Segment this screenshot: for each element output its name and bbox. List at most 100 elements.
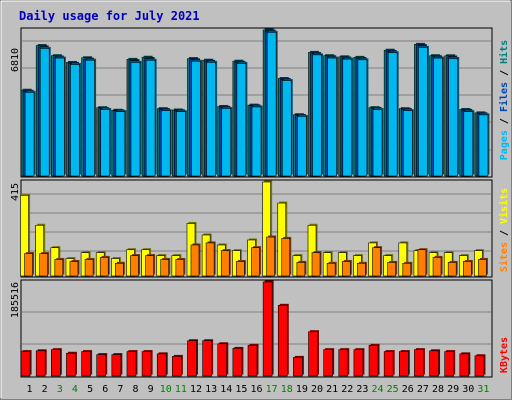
bar-kbytes-4: [66, 352, 76, 377]
y-max-label-hits: 6810: [10, 48, 21, 72]
bar-sites-19: [296, 262, 306, 277]
bar-pages-18: [281, 80, 292, 177]
x-tick-label-29: 29: [447, 384, 459, 395]
bar-kbytes-31: [474, 355, 485, 377]
bar-kbytes-7: [111, 354, 122, 377]
x-tick-label-9: 9: [148, 384, 154, 395]
x-tick-label-16: 16: [250, 384, 262, 395]
x-tick-label-30: 30: [462, 384, 474, 395]
bar-kbytes-2: [35, 350, 46, 377]
x-tick-label-14: 14: [220, 384, 232, 395]
x-tick-label-7: 7: [117, 384, 123, 395]
bar-sites-2: [39, 253, 48, 277]
bar-pages-27: [418, 47, 428, 177]
bar-kbytes-30: [459, 353, 470, 377]
kbytes-bars: [20, 280, 491, 377]
chart-title: Daily usage for July 2021: [19, 9, 200, 23]
bar-pages-26: [402, 110, 413, 177]
bar-sites-7: [115, 263, 124, 277]
bar-kbytes-22: [338, 349, 349, 377]
bar-pages-12: [191, 61, 201, 177]
bar-pages-14: [221, 108, 232, 177]
x-tick-label-13: 13: [205, 384, 217, 395]
bar-kbytes-23: [353, 349, 364, 377]
bar-pages-21: [327, 57, 337, 177]
bar-pages-19: [297, 116, 307, 177]
bar-pages-28: [433, 57, 443, 177]
legend-part-2: Visits: [498, 188, 510, 224]
bar-kbytes-8: [126, 351, 137, 377]
bar-sites-27: [417, 249, 427, 277]
bar-kbytes-12: [187, 340, 197, 377]
bar-pages-30: [463, 111, 474, 177]
bar-sites-14: [220, 250, 230, 277]
bar-kbytes-10: [156, 353, 167, 377]
bar-kbytes-11: [172, 356, 182, 377]
bar-pages-13: [206, 62, 216, 177]
bar-pages-9: [145, 59, 156, 177]
bar-sites-1: [24, 253, 33, 277]
panel-kbytes: [20, 279, 493, 378]
x-tick-label-19: 19: [296, 384, 308, 395]
bar-kbytes-27: [414, 349, 424, 377]
x-tick-label-1: 1: [27, 384, 33, 395]
x-tick-label-3: 3: [57, 384, 63, 395]
bar-pages-29: [448, 58, 458, 177]
bar-pages-4: [70, 64, 80, 177]
bar-sites-21: [326, 263, 336, 277]
bar-kbytes-16: [247, 345, 258, 377]
x-tick-label-26: 26: [402, 384, 414, 395]
x-tick-label-5: 5: [87, 384, 93, 395]
bar-sites-29: [447, 262, 457, 277]
bar-sites-15: [236, 261, 245, 277]
x-tick-label-21: 21: [326, 384, 338, 395]
x-tick-label-24: 24: [372, 384, 384, 395]
bar-sites-26: [402, 263, 412, 277]
legend-kbytes: KBytes: [499, 337, 510, 373]
bar-pages-6: [100, 109, 111, 177]
bar-pages-2: [39, 48, 50, 177]
bar-sites-30: [463, 261, 472, 277]
bar-sites-11: [175, 259, 185, 277]
bar-kbytes-29: [444, 351, 454, 377]
bar-kbytes-9: [141, 351, 152, 377]
bar-pages-3: [55, 57, 65, 177]
legend-part-1: /: [499, 112, 510, 130]
bar-pages-1: [24, 92, 35, 177]
bar-pages-15: [236, 63, 247, 177]
x-tick-label-22: 22: [341, 384, 353, 395]
bar-kbytes-14: [217, 343, 228, 377]
bar-sites-4: [69, 261, 79, 277]
x-tick-label-12: 12: [190, 384, 202, 395]
bar-kbytes-21: [323, 349, 333, 377]
panel-visits-sites: [20, 179, 493, 278]
bar-kbytes-13: [202, 340, 212, 377]
bar-kbytes-26: [398, 351, 409, 377]
bar-sites-31: [478, 259, 487, 277]
legend-pages-files-hits: Pages / Files / Hits: [498, 40, 510, 160]
bar-sites-20: [311, 252, 321, 277]
bar-pages-23: [357, 59, 368, 177]
x-tick-label-23: 23: [356, 384, 368, 395]
bar-pages-20: [312, 54, 322, 177]
hits-files-pages-bars: [20, 28, 491, 177]
bar-kbytes-20: [308, 331, 318, 377]
legend-part-0: KBytes: [499, 337, 510, 373]
bar-kbytes-18: [277, 305, 288, 377]
x-axis-day-labels: 1 2 3 4 5 6 7 8 9 10 11 12 13 14 15 16 17 18 19 20 21 22 23 24 2…: [27, 384, 490, 395]
bar-pages-25: [387, 52, 398, 177]
x-tick-label-27: 27: [417, 384, 429, 395]
legend-part-4: Hits: [498, 40, 510, 64]
bar-pages-5: [85, 59, 95, 177]
x-tick-label-10: 10: [160, 384, 172, 395]
bar-pages-8: [130, 62, 141, 177]
x-tick-label-11: 11: [175, 384, 187, 395]
bar-kbytes-28: [429, 350, 439, 377]
bar-sites-6: [99, 257, 109, 277]
legend-part-2: Files: [498, 82, 510, 112]
x-tick-label-18: 18: [281, 384, 293, 395]
bar-pages-22: [342, 58, 353, 177]
x-tick-label-4: 4: [72, 384, 78, 395]
bar-sites-16: [251, 247, 260, 277]
